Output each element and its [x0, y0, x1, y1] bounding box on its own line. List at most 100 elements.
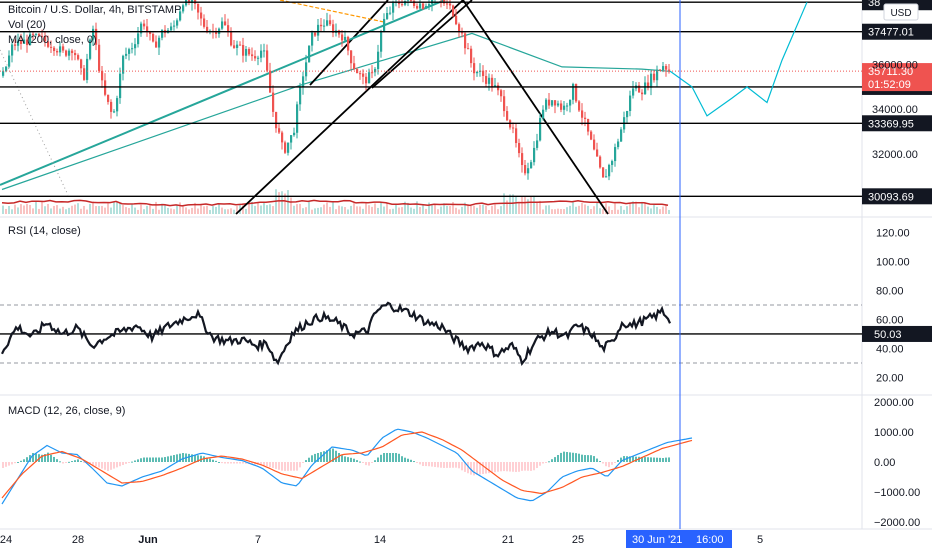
currency-button[interactable]: USD — [883, 3, 919, 21]
macd-histogram-bar — [191, 454, 193, 462]
macd-histogram-bar — [329, 449, 331, 462]
dotted-line — [0, 49, 69, 196]
volume-bar — [566, 207, 568, 214]
candle-body — [80, 59, 83, 69]
macd-histogram-bar — [20, 460, 22, 462]
macd-histogram-bar — [92, 462, 94, 465]
volume-bar — [497, 209, 499, 214]
volume-bar — [521, 196, 523, 214]
macd-histogram-bar — [659, 457, 661, 462]
macd-histogram-bar — [653, 457, 655, 462]
volume-bar — [152, 208, 154, 214]
macd-histogram-bar — [251, 462, 253, 465]
candle-body — [38, 33, 41, 36]
macd-histogram-bar — [2, 462, 4, 468]
time-tick-label: Jun — [138, 534, 158, 546]
volume-bar — [182, 205, 184, 214]
candle-body — [128, 49, 131, 54]
candle-body — [116, 98, 119, 112]
volume-bar — [80, 208, 82, 214]
macd-histogram-bar — [665, 457, 667, 462]
candle-body — [605, 176, 608, 178]
volume-bar — [431, 205, 433, 214]
macd-histogram-bar — [14, 462, 16, 464]
candle-body — [533, 147, 536, 163]
volume-bar — [293, 205, 295, 214]
macd-histogram-bar — [455, 462, 457, 468]
candle-body — [608, 164, 611, 177]
candle-body — [149, 31, 152, 34]
candle-body — [512, 127, 515, 129]
current-price-label: 35711.30 — [868, 66, 913, 78]
volume-bar — [557, 208, 559, 214]
candle-body — [305, 62, 308, 77]
candle-body — [362, 73, 365, 77]
volume-bar — [209, 209, 211, 214]
crosshair-time-label: 16:00 — [696, 534, 724, 546]
volume-bar — [653, 204, 655, 214]
macd-histogram-bar — [536, 462, 538, 468]
candle-body — [101, 70, 104, 81]
candle-body — [77, 55, 80, 60]
volume-bar — [536, 201, 538, 214]
level-tag — [862, 23, 932, 40]
candle-body — [557, 103, 560, 106]
macd-histogram-bar — [593, 456, 595, 462]
horizontal-levels: 37477.0134999.9933369.9530093.693835711.… — [0, 0, 932, 205]
macd-histogram-bar — [419, 462, 421, 465]
orange-dashed-line — [279, 0, 385, 23]
macd-tick-label: −1000.00 — [874, 487, 920, 499]
macd-histogram-bar — [569, 452, 571, 462]
macd-histogram-bar — [170, 455, 172, 462]
volume-bar — [41, 201, 43, 214]
volume-bar — [17, 207, 19, 214]
candle-body — [221, 21, 224, 29]
volume-bar — [425, 208, 427, 214]
candle-body — [416, 6, 419, 9]
candle-body — [332, 24, 335, 33]
volume-bar — [638, 207, 640, 214]
candle-body — [134, 44, 137, 49]
volume-bar — [560, 208, 562, 214]
candle-body — [74, 53, 77, 56]
candle-body — [524, 165, 527, 174]
volume-bar — [542, 209, 544, 214]
volume-bar — [191, 207, 193, 214]
volume-bar — [419, 206, 421, 214]
macd-histogram-bar — [500, 462, 502, 472]
candle-body — [365, 76, 368, 84]
macd-histogram-bar — [314, 453, 316, 462]
volume-bar — [155, 201, 157, 214]
macd-histogram-bar — [563, 451, 565, 462]
macd-histogram-bar — [422, 462, 424, 466]
volume-bar — [179, 202, 181, 214]
candle-body — [272, 92, 275, 112]
candle-body — [617, 141, 620, 148]
macd-histogram-bar — [341, 455, 343, 462]
macd-histogram-bar — [332, 448, 334, 462]
candle-body — [476, 71, 479, 74]
candle-body — [542, 109, 545, 119]
macd-histogram-bar — [41, 454, 43, 462]
volume-bar — [2, 205, 4, 214]
volume-bar — [65, 209, 67, 214]
volume-bar — [320, 207, 322, 214]
macd-histogram-bar — [413, 461, 415, 463]
candle-body — [377, 51, 380, 70]
candle-body — [656, 69, 659, 81]
candle-body — [482, 70, 485, 77]
candle-body — [596, 149, 599, 157]
rsi-title: RSI (14, close) — [8, 225, 81, 237]
candle-body — [653, 73, 656, 81]
candle-body — [428, 3, 431, 6]
macd-histogram-bar — [230, 462, 232, 464]
macd-histogram-bar — [383, 453, 385, 462]
macd-histogram-bar — [83, 462, 85, 463]
macd-histogram-bar — [470, 462, 472, 475]
macd-histogram-bar — [503, 462, 505, 472]
volume-bar — [509, 194, 511, 214]
candle-body — [176, 20, 179, 26]
macd-histogram-bar — [212, 459, 214, 462]
candle-body — [632, 88, 635, 96]
